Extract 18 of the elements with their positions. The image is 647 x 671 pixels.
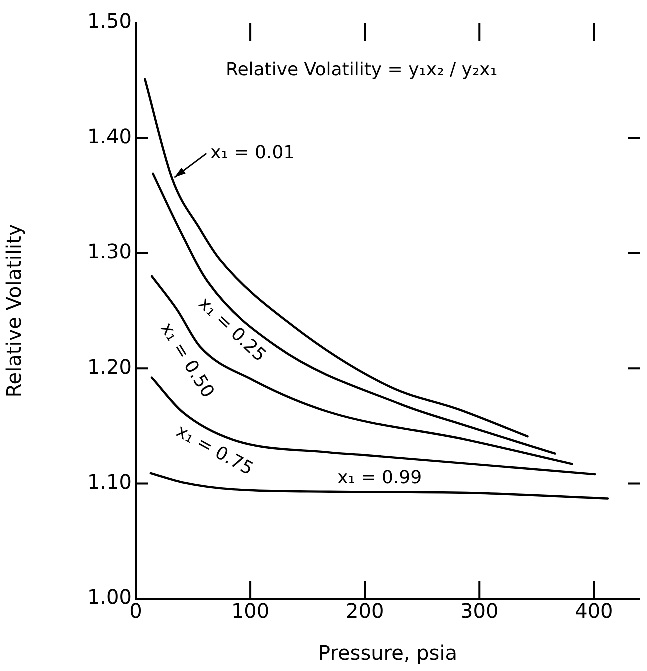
x-tick-label: 400: [575, 599, 614, 624]
x-tick-label: 200: [346, 599, 384, 624]
y-tick-label: 1.50: [87, 9, 132, 34]
text: x₁ = 0.01: [210, 142, 296, 164]
y-tick-label: 1.00: [87, 585, 132, 610]
x-tick-label: 0: [130, 599, 142, 624]
x-tick-label: 300: [460, 599, 499, 624]
y-axis-title: Relative Volatility: [2, 224, 26, 398]
series-label: x₁ = 0.99: [338, 468, 422, 489]
line-series: [150, 472, 610, 500]
text: x₁ = 0.75: [172, 421, 257, 480]
x-axis-title: Pressure, psia: [318, 641, 458, 666]
y-tick-label: 1.40: [87, 124, 132, 148]
y-tick-label: 1.20: [87, 354, 132, 379]
annotation: Relative Volatility = y₁x₂ / y₂x₁: [226, 60, 498, 81]
y-tick-label: 1.30: [87, 240, 132, 264]
y-tick-label: 1.10: [87, 470, 132, 494]
x-tick-label: 100: [231, 599, 270, 624]
